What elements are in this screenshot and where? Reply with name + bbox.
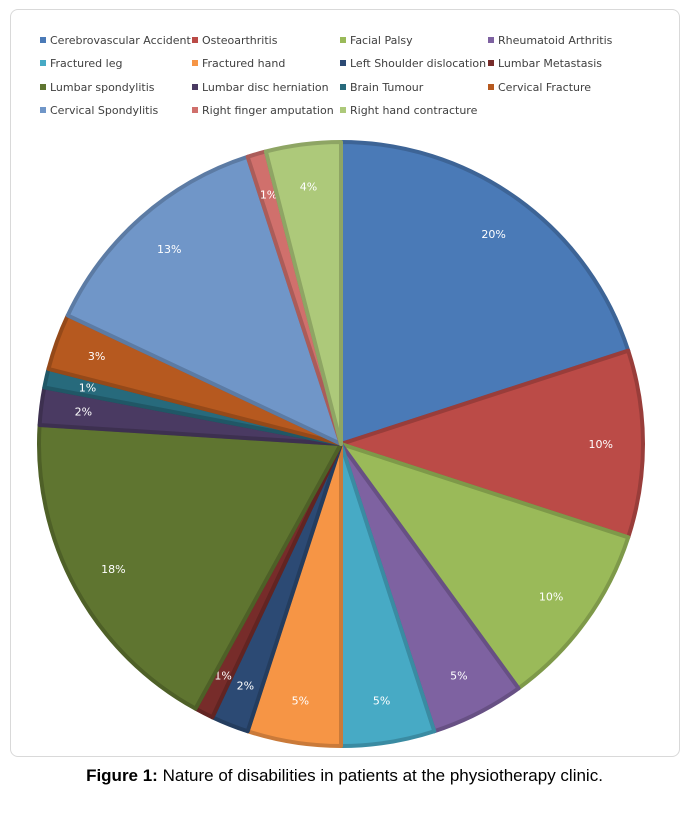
pie-slice-right-hand-contracture <box>263 140 343 446</box>
legend-swatch <box>40 60 46 66</box>
legend-label: Cerebrovascular Accident <box>50 34 191 47</box>
pie-slice-lumbar-spondylitis <box>37 423 343 711</box>
legend-label: Lumbar Metastasis <box>498 57 602 70</box>
legend-label: Left Shoulder dislocation <box>350 57 487 70</box>
legend-swatch <box>488 37 494 43</box>
data-label-left-shoulder-dislocation: 2% <box>237 679 254 692</box>
legend-item-lumbar-metastasis: Lumbar Metastasis <box>488 57 602 73</box>
pie-slice-osteoarthritis <box>339 348 645 540</box>
figure-caption-text: Nature of disabilities in patients at th… <box>157 766 603 785</box>
legend-label: Right hand contracture <box>350 104 478 117</box>
legend-item-osteoarthritis: Osteoarthritis <box>192 34 277 50</box>
legend-item-left-shoulder-dislocation: Left Shoulder dislocation <box>340 57 486 73</box>
data-label-facial-palsy: 10% <box>539 591 563 604</box>
legend-item-fractured-hand: Fractured hand <box>192 57 285 73</box>
legend-swatch <box>40 37 46 43</box>
data-label-brain-tumour: 1% <box>79 381 96 394</box>
data-label-lumbar-spondylitis: 18% <box>101 563 125 576</box>
legend-label: Fractured hand <box>202 57 286 70</box>
legend-label: Lumbar disc herniation <box>202 81 329 94</box>
legend-swatch <box>40 84 46 90</box>
data-label-right-hand-contracture: 4% <box>300 180 317 193</box>
data-label-lumbar-metastasis: 1% <box>214 669 231 682</box>
data-label-cervical-fracture: 3% <box>88 350 105 363</box>
legend-item-cerebrovascular-accident: Cerebrovascular Accident <box>40 34 191 50</box>
data-label-fractured-hand: 5% <box>292 695 309 708</box>
data-label-right-finger-amputation: 1% <box>260 189 277 202</box>
legend-label: Lumbar spondylitis <box>50 81 155 94</box>
pie-slice-cerebrovascular-accident <box>339 140 631 446</box>
pie-slice-cervical-spondylitis <box>65 154 343 446</box>
data-label-cervical-spondylitis: 13% <box>157 243 181 256</box>
legend-swatch <box>40 107 46 113</box>
legend-item-facial-palsy: Facial Palsy <box>340 34 413 50</box>
data-label-lumbar-disc-herniation: 2% <box>75 405 92 418</box>
legend-label: Osteoarthritis <box>202 34 278 47</box>
legend-swatch <box>340 60 346 66</box>
legend-item-rheumatoid-arthritis: Rheumatoid Arthritis <box>488 34 612 50</box>
data-label-fractured-leg: 5% <box>373 695 390 708</box>
legend-item-right-finger-amputation: Right finger amputation <box>192 104 334 120</box>
figure-caption: Figure 1: Nature of disabilities in pati… <box>0 766 689 786</box>
legend-label: Right finger amputation <box>202 104 334 117</box>
legend-item-right-hand-contracture: Right hand contracture <box>340 104 477 120</box>
legend-item-cervical-spondylitis: Cervical Spondylitis <box>40 104 158 120</box>
data-label-cerebrovascular-accident: 20% <box>481 228 505 241</box>
figure-label: Figure 1: <box>86 766 158 785</box>
legend-item-cervical-fracture: Cervical Fracture <box>488 81 591 97</box>
legend-label: Rheumatoid Arthritis <box>498 34 613 47</box>
data-label-rheumatoid-arthritis: 5% <box>450 669 467 682</box>
legend-swatch <box>488 84 494 90</box>
pie-chart: 20% 10% 10% 5% 5% 5% 2% 1% 18% 2% 1% 3% 13% 1% 4% <box>37 140 645 748</box>
legend-label: Cervical Spondylitis <box>50 104 159 117</box>
legend-label: Brain Tumour <box>350 81 424 94</box>
legend-swatch <box>192 107 198 113</box>
legend-swatch <box>488 60 494 66</box>
data-label-osteoarthritis: 10% <box>588 438 612 451</box>
legend-item-brain-tumour: Brain Tumour <box>340 81 423 97</box>
legend-item-fractured-leg: Fractured leg <box>40 57 122 73</box>
legend-swatch <box>192 84 198 90</box>
legend-label: Fractured leg <box>50 57 123 70</box>
legend-swatch <box>192 37 198 43</box>
pie-slice-facial-palsy <box>339 442 631 691</box>
legend-item-lumbar-spondylitis: Lumbar spondylitis <box>40 81 154 97</box>
legend-item-lumbar-disc-herniation: Lumbar disc herniation <box>192 81 329 97</box>
legend-label: Facial Palsy <box>350 34 413 47</box>
legend-swatch <box>340 84 346 90</box>
legend-swatch <box>340 37 346 43</box>
legend-label: Cervical Fracture <box>498 81 592 94</box>
legend-swatch <box>340 107 346 113</box>
legend-swatch <box>192 60 198 66</box>
